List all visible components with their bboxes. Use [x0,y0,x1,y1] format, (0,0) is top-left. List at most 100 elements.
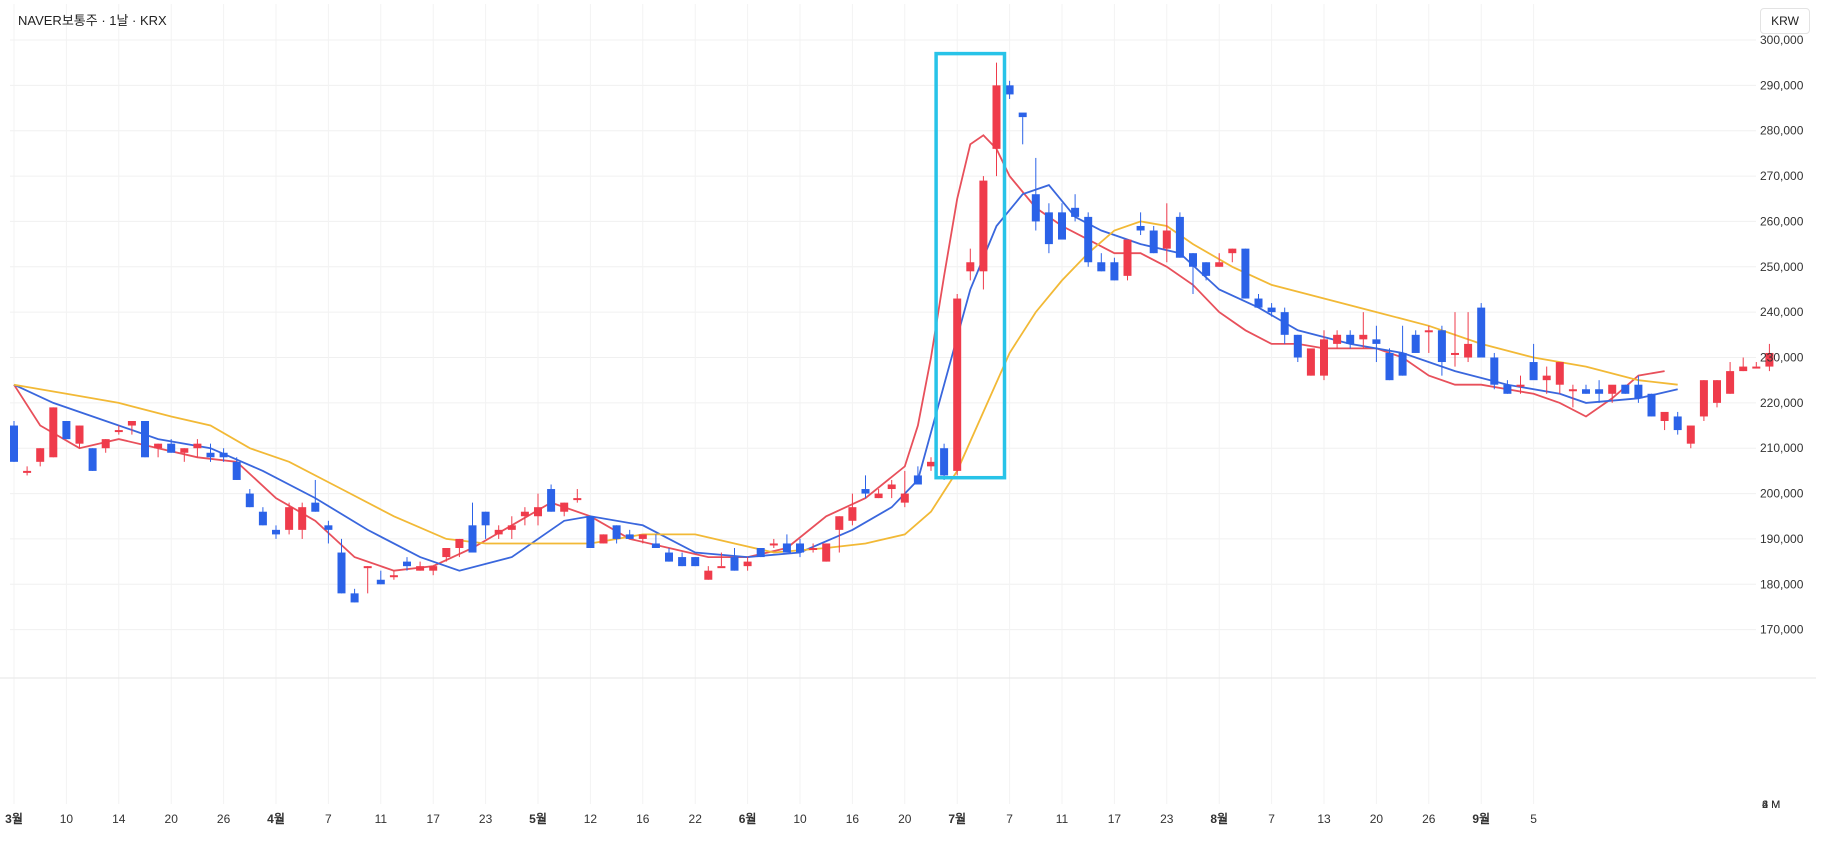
time-tick-label: 17 [1108,812,1122,826]
candle-down [1202,262,1210,276]
candle-down [1176,217,1184,258]
candle-up [966,262,974,271]
candle-up [927,462,935,467]
candle-down [1582,389,1590,394]
candle-up [1752,367,1760,369]
price-tick-label: 260,000 [1760,214,1804,228]
price-tick-label: 190,000 [1760,532,1804,546]
time-tick-label: 23 [479,812,493,826]
candle-down [259,512,267,526]
candle-down [613,525,621,539]
candle-down [233,462,241,480]
time-tick-label: 26 [1422,812,1436,826]
time-tick-label: 7월 [948,811,966,826]
candle-up [1687,426,1695,444]
candle-down [1006,85,1014,94]
candle-up [102,439,110,448]
candle-down [783,543,791,552]
candle-down [665,553,673,562]
ma-long-line [14,221,1678,552]
price-tick-label: 250,000 [1760,260,1804,274]
candle-up [1726,371,1734,394]
candle-up [875,494,883,499]
price-tick-label: 300,000 [1760,33,1804,47]
candle-up [744,562,752,567]
price-tick-label: 280,000 [1760,124,1804,138]
candle-down [1621,385,1629,394]
candle-up [573,498,581,500]
candle-up [285,507,293,530]
candle-down [1477,308,1485,358]
candle-down [338,553,346,594]
candle-up [534,507,542,516]
candle-down [62,421,70,439]
candle-down [1399,353,1407,376]
candle-up [1124,240,1132,276]
time-tick-label: 16 [636,812,650,826]
candle-up [1556,362,1564,385]
time-tick-label: 12 [584,812,598,826]
candle-up [495,530,503,535]
candle-up [1739,367,1747,372]
candle-up [49,407,57,457]
candle-up [508,525,516,530]
candle-down [469,525,477,552]
candle-down [482,512,490,526]
candle-down [1294,335,1302,358]
candle-down [1503,385,1511,394]
candle-down [1058,212,1066,239]
candle-up [1359,335,1367,340]
price-tick-label: 230,000 [1760,351,1804,365]
candle-up [1228,249,1236,254]
time-tick-label: 3월 [5,811,23,826]
ma-short-line [14,135,1665,570]
time-tick-label: 26 [217,812,231,826]
candle-down [1530,362,1538,380]
candle-up [416,566,424,571]
time-tick-label: 16 [846,812,860,826]
candle-up [1307,348,1315,375]
time-tick-label: 11 [375,812,388,826]
candle-down [1110,262,1118,280]
grid-lines [0,4,1816,804]
time-tick-label: 10 [60,812,74,826]
candle-down [1084,217,1092,262]
time-tick-label: 5 [1530,812,1537,826]
candle-down [1634,385,1642,399]
candle-down [796,543,804,552]
time-tick-label: 20 [1370,812,1384,826]
candle-down [89,448,97,471]
candle-up [180,448,188,453]
candle-up [1543,376,1551,381]
candle-down [1071,208,1079,217]
candle-down [1372,339,1380,344]
candle-up [822,543,830,561]
candle-down [351,593,359,602]
time-tick-label: 5월 [529,811,547,826]
candle-down [691,557,699,566]
candle-down [1189,253,1197,267]
candle-down [1595,389,1603,394]
candle-up [560,503,568,512]
candle-down [757,548,765,557]
candle-up [23,471,31,473]
candle-down [547,489,555,512]
candle-down [626,534,634,539]
volume-tick-label: 2 M [1762,799,1780,811]
candle-up [298,507,306,530]
candle-up [115,430,123,432]
candle-up [154,444,162,449]
currency-button[interactable]: KRW [1760,8,1810,34]
candle-down [678,557,686,566]
candle-up [1215,262,1223,267]
candle-down [1019,113,1027,118]
candle-down [1438,330,1446,362]
candle-up [36,448,44,462]
time-tick-label: 22 [689,812,703,826]
candle-up [76,426,84,444]
candle-up [1608,385,1616,394]
candle-up [1713,380,1721,403]
time-tick-label: 14 [112,812,126,826]
candle-up [704,571,712,580]
